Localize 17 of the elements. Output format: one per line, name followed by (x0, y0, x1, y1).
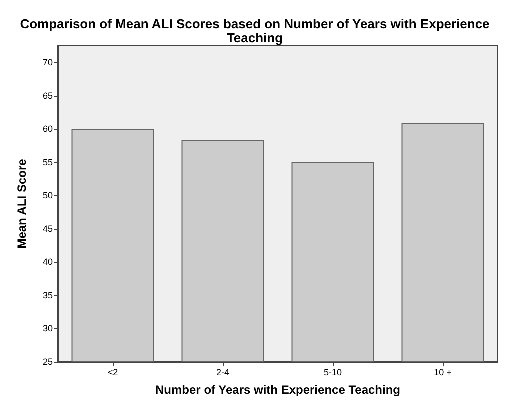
x-tick-label: 2-4 (216, 368, 230, 378)
y-tick-label: 60 (42, 124, 53, 134)
y-tick-label: 45 (42, 224, 53, 234)
x-axis-title: Number of Years with Experience Teaching (156, 383, 400, 397)
y-tick-label: 50 (42, 190, 53, 201)
y-tick-label: 35 (42, 290, 53, 300)
x-tick-label: 5-10 (324, 368, 342, 378)
y-tick-label: 25 (42, 357, 53, 367)
y-axis-title: Mean ALI Score (15, 158, 29, 249)
y-tick-label: 30 (42, 324, 53, 334)
y-tick-label: 65 (42, 90, 53, 101)
y-tick-label: 70 (42, 58, 53, 68)
x-tick-label: <2 (108, 368, 118, 378)
chart-title: Comparison of Mean ALI Scores based on Number of Years with Experience Teaching (20, 16, 490, 46)
y-tick-label: 40 (42, 257, 53, 268)
y-tick-label: 55 (42, 157, 53, 168)
x-tick-label: 10 + (434, 368, 452, 378)
